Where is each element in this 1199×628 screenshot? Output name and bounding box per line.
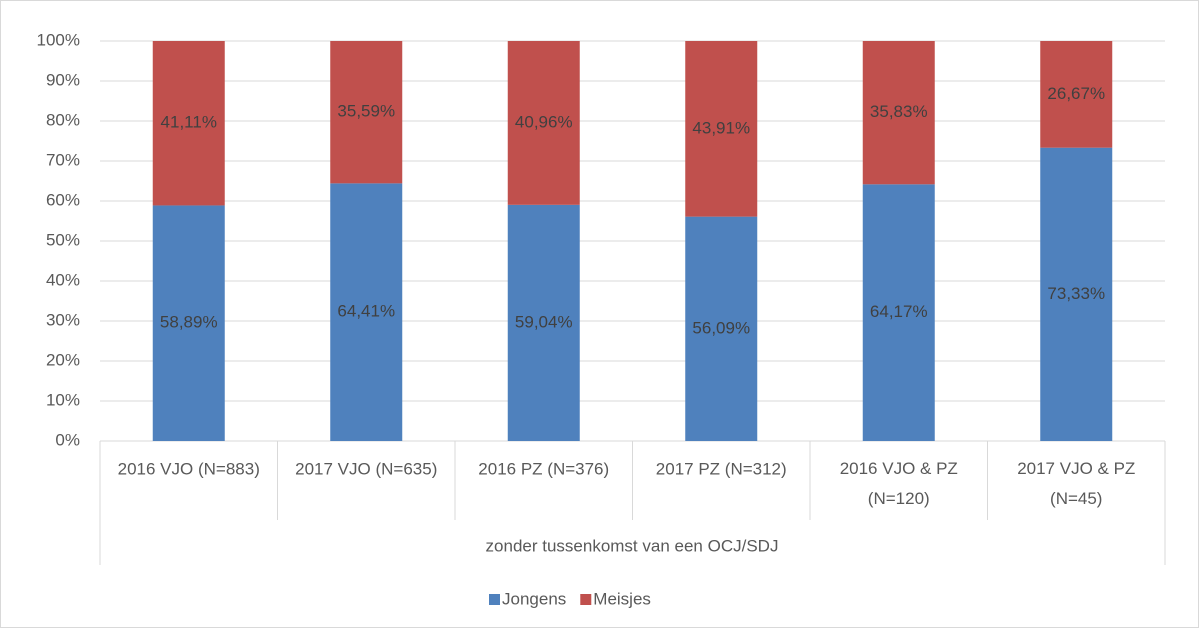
y-tick-label: 30%: [46, 310, 80, 329]
x-tick-label: 2016 PZ (N=376): [478, 459, 609, 478]
data-label: 43,91%: [692, 118, 750, 137]
bar-segment: [1040, 41, 1113, 148]
bar-segment: [507, 204, 580, 441]
bar-segment: [685, 41, 758, 217]
data-label: 64,17%: [870, 302, 928, 321]
data-label: 58,89%: [160, 313, 218, 332]
y-tick-label: 20%: [46, 350, 80, 369]
y-tick-label: 100%: [37, 30, 80, 49]
y-tick-label: 60%: [46, 190, 80, 209]
x-tick-label: 2016 VJO (N=883): [118, 459, 260, 478]
y-tick-label: 10%: [46, 390, 80, 409]
bar-segment: [862, 184, 935, 441]
y-tick-label: 0%: [55, 430, 80, 449]
y-tick-label: 70%: [46, 150, 80, 169]
legend-label: Jongens: [502, 589, 566, 608]
bar-segment: [152, 205, 225, 441]
data-label: 59,04%: [515, 312, 573, 331]
y-tick-label: 90%: [46, 70, 80, 89]
data-label: 56,09%: [692, 318, 750, 337]
data-label: 73,33%: [1047, 284, 1105, 303]
x-axis-label: zonder tussenkomst van een OCJ/SDJ: [486, 536, 779, 555]
bar-segment: [1040, 147, 1113, 441]
bar-segment: [330, 41, 403, 184]
data-label: 64,41%: [337, 302, 395, 321]
legend-label: Meisjes: [593, 589, 651, 608]
y-tick-label: 50%: [46, 230, 80, 249]
bar-segment: [685, 216, 758, 441]
y-tick-label: 80%: [46, 110, 80, 129]
x-tick-label: 2017 VJO (N=635): [295, 459, 437, 478]
x-tick-label: 2016 VJO & PZ (N=120): [840, 459, 958, 508]
data-label: 40,96%: [515, 112, 573, 131]
x-tick-label: 2017 VJO & PZ (N=45): [1017, 459, 1135, 508]
legend-swatch: [580, 594, 592, 605]
legend-swatch: [489, 594, 500, 605]
data-label: 35,59%: [337, 102, 395, 121]
bar-segment: [862, 41, 935, 185]
bar-segment: [330, 183, 403, 442]
y-tick-label: 40%: [46, 270, 80, 289]
bar-segment: [152, 41, 225, 206]
data-label: 26,67%: [1047, 84, 1105, 103]
x-tick-label: 2017 PZ (N=312): [656, 459, 787, 478]
bar-segment: [507, 41, 580, 205]
data-label: 41,11%: [161, 113, 217, 132]
data-label: 35,83%: [870, 102, 928, 121]
